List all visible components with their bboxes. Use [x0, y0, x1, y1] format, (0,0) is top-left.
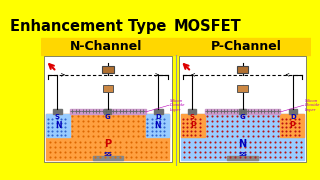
Text: Enhancement Type: Enhancement Type — [10, 19, 172, 33]
Text: D: D — [290, 114, 296, 120]
Text: S: S — [55, 114, 60, 120]
Text: Silicon
Dioxide
Layer: Silicon Dioxide Layer — [305, 99, 320, 112]
Text: G: G — [240, 114, 245, 120]
Text: P: P — [289, 121, 295, 130]
Bar — [280, 114, 304, 137]
Text: N-Channel: N-Channel — [70, 40, 142, 53]
Text: D: D — [156, 114, 161, 120]
Bar — [181, 114, 304, 160]
Bar — [181, 114, 204, 137]
Text: SS: SS — [238, 152, 247, 157]
Bar — [46, 114, 169, 160]
Bar — [188, 109, 196, 114]
Bar — [104, 109, 111, 114]
Text: P: P — [190, 121, 196, 130]
Bar — [41, 14, 311, 38]
Text: Silicon
Dioxide
Layer: Silicon Dioxide Layer — [170, 99, 186, 112]
Bar — [289, 109, 297, 114]
Text: N: N — [154, 121, 161, 130]
Text: P-Channel: P-Channel — [211, 40, 281, 53]
Bar — [41, 38, 311, 55]
Text: N: N — [55, 121, 61, 130]
FancyBboxPatch shape — [102, 66, 114, 73]
Bar — [46, 114, 70, 137]
Bar — [179, 56, 307, 161]
Bar — [70, 109, 146, 114]
Text: SS: SS — [103, 152, 112, 157]
Text: G: G — [105, 114, 111, 120]
Bar — [53, 109, 61, 114]
Bar — [154, 109, 163, 114]
FancyBboxPatch shape — [237, 85, 248, 92]
Bar — [239, 109, 246, 114]
Bar — [146, 114, 169, 137]
Bar — [44, 56, 172, 161]
Bar — [93, 156, 123, 160]
Bar — [228, 156, 258, 160]
Bar — [204, 109, 280, 114]
Text: P: P — [104, 139, 111, 149]
FancyBboxPatch shape — [103, 85, 113, 92]
Text: MOSFET: MOSFET — [173, 19, 241, 33]
Text: S: S — [189, 114, 195, 120]
FancyBboxPatch shape — [236, 66, 248, 73]
Text: N: N — [238, 139, 247, 149]
